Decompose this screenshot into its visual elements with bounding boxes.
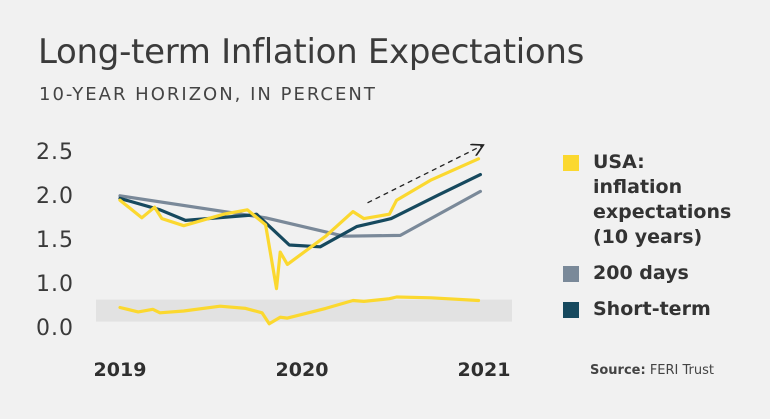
legend-swatch [563, 302, 579, 318]
legend-item-usa: USA: inflation expectations (10 years) [563, 150, 763, 250]
legend-label: 200 days [593, 262, 689, 284]
source-label: Source: [590, 363, 646, 378]
source-value: FERI Trust [649, 363, 715, 378]
x-tick-label: 2021 [458, 359, 511, 381]
y-tick-label: 2.5 [36, 140, 74, 165]
chart-title: Long-term Inflation Expectations [38, 32, 585, 72]
series-line-usa-lower [118, 295, 481, 326]
series-line-200-days [118, 189, 482, 238]
legend-label: USA: [593, 151, 645, 173]
legend-label: expectations [593, 201, 732, 223]
y-tick-label: 1.0 [36, 272, 74, 297]
legend-label: (10 years) [593, 226, 703, 248]
legend-label: Short-term [593, 298, 711, 320]
y-tick-label: 2.0 [36, 184, 74, 209]
y-tick-label: 1.5 [36, 228, 74, 253]
x-tick-label: 2019 [94, 359, 147, 381]
legend-label: inflation [593, 176, 683, 198]
legend-swatch [563, 266, 579, 282]
series-line-usa [118, 157, 481, 291]
x-tick-label: 2020 [276, 359, 329, 381]
trend-arrow [367, 146, 483, 204]
source-note: Source: FERI Trust [590, 363, 714, 378]
y-tick-label: 0.0 [36, 316, 74, 341]
chart-subtitle: 10-YEAR HORIZON, IN PERCENT [39, 84, 377, 105]
legend-item-200-days: 200 days [563, 261, 763, 286]
chart-legend: USA: inflation expectations (10 years) 200 d… [563, 150, 763, 333]
series-line-short-term [118, 173, 482, 249]
legend-item-short-term: Short-term [563, 297, 763, 322]
legend-swatch [563, 155, 579, 171]
lower-band [96, 299, 512, 322]
